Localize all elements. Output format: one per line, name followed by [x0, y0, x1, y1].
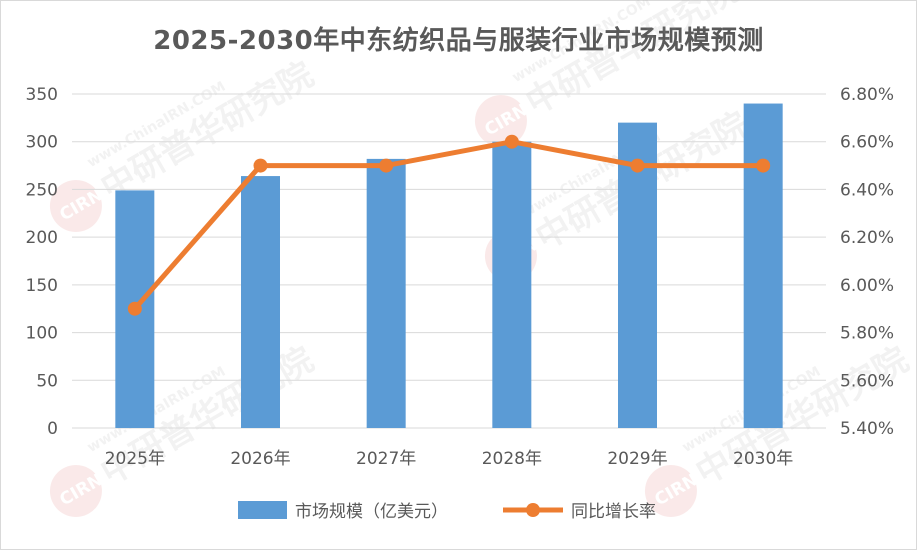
right-tick-label: 5.40% — [840, 419, 894, 439]
bar — [366, 158, 406, 429]
line-point — [630, 158, 645, 173]
left-tick-label: 0 — [47, 419, 58, 439]
bar — [618, 122, 657, 428]
right-tick-label: 5.80% — [840, 324, 894, 344]
left-tick-label: 350 — [26, 85, 58, 105]
right-tick-label: 6.00% — [840, 276, 894, 296]
right-axis-ticks: 5.40% 5.60% 5.80% 6.00% 6.20% 6.40% 6.60% 6.80% — [840, 85, 894, 439]
line-point — [253, 158, 268, 173]
x-axis-ticks: 2025年 2026年 2027年 2028年 2029年 2030年 — [105, 449, 794, 469]
watermark-logo-icon — [474, 95, 527, 147]
line-point — [127, 301, 142, 316]
legend-bar-label: 市场规模（亿美元） — [295, 502, 448, 522]
x-tick-label: 2030年 — [733, 449, 793, 469]
left-axis-ticks: 0 50 100 150 200 250 300 350 — [26, 85, 58, 439]
bar — [492, 141, 532, 428]
legend: 市场规模（亿美元） 同比增长率 — [238, 501, 656, 522]
line-point — [756, 158, 771, 173]
x-tick-label: 2028年 — [482, 449, 542, 469]
x-tick-label: 2029年 — [607, 449, 667, 469]
legend-line-marker — [526, 503, 540, 517]
right-tick-label: 6.60% — [840, 133, 894, 153]
x-tick-label: 2027年 — [356, 449, 416, 469]
left-tick-label: 150 — [26, 276, 58, 296]
bar — [743, 103, 783, 429]
chart-title: 2025-2030年中东纺织品与服装行业市场规模预测 — [153, 26, 764, 56]
watermark-layer: CIRNwww.ChinaIRN.COM中研普华研究院CIRNwww.China… — [49, 0, 915, 517]
line-series — [127, 134, 771, 316]
legend-line-label: 同比增长率 — [571, 502, 656, 522]
right-tick-label: 6.80% — [840, 85, 894, 105]
x-tick-label: 2025年 — [105, 449, 165, 469]
line-point — [504, 134, 519, 149]
left-tick-label: 200 — [26, 228, 58, 248]
watermark-logo-icon — [49, 180, 102, 232]
legend-bar-swatch — [238, 501, 287, 519]
watermark-logo-icon — [49, 465, 102, 517]
bar — [241, 176, 280, 428]
growth-line — [132, 139, 764, 311]
left-tick-label: 50 — [36, 371, 58, 391]
left-tick-label: 250 — [26, 180, 58, 200]
x-tick-label: 2026年 — [230, 449, 290, 469]
left-tick-label: 300 — [26, 133, 58, 153]
watermark-logo-icon — [644, 465, 697, 517]
left-tick-label: 100 — [26, 324, 58, 344]
right-tick-label: 5.60% — [840, 371, 894, 391]
line-point — [379, 158, 394, 173]
right-tick-label: 6.40% — [840, 180, 894, 200]
right-tick-label: 6.20% — [840, 228, 894, 248]
